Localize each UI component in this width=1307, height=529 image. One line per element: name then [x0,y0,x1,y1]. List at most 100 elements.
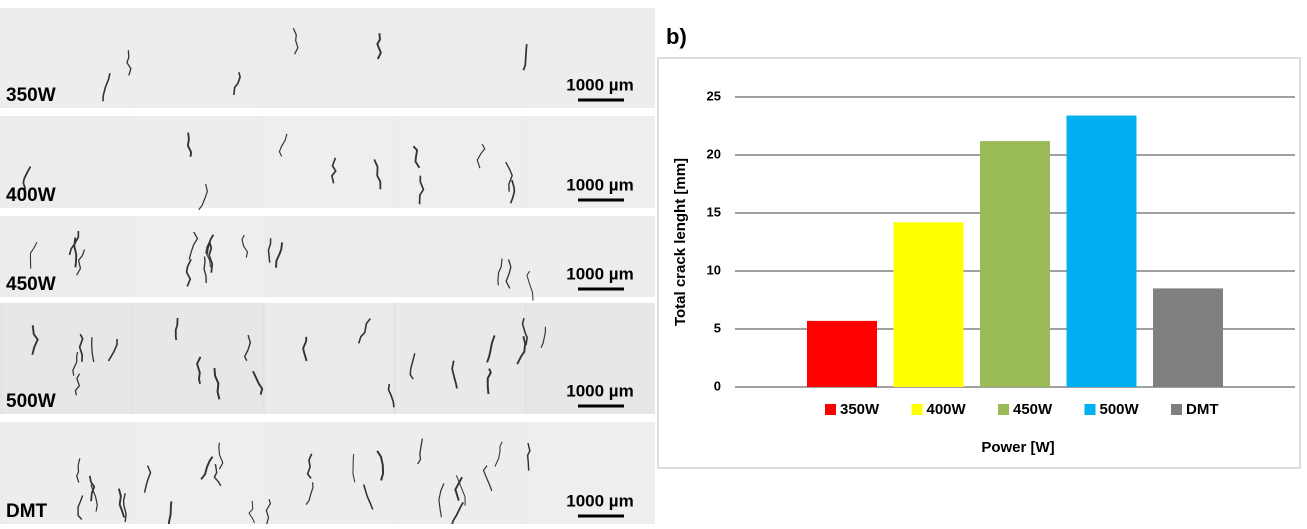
crack [76,458,81,483]
micrograph-tile [3,8,131,108]
crack [451,360,458,389]
crack [205,242,212,268]
crack [438,483,445,518]
crack [373,159,382,190]
legend-swatch [1171,404,1182,415]
crack [376,33,382,60]
legend-label: DMT [1186,401,1219,418]
y-axis-label: Total crack lenght [mm] [672,158,689,326]
x-axis-label: Power [W] [981,439,1054,456]
micrograph-tile [527,303,655,414]
crack [292,27,299,55]
bar [1153,288,1223,387]
crack [243,334,252,362]
crack [206,234,215,255]
micrograph-tile [265,116,393,208]
crack [185,258,192,287]
crack [267,238,272,263]
legend-swatch [911,404,923,415]
micrograph-tile [527,116,655,208]
bar [807,320,877,387]
crack [486,368,492,395]
micrograph-tile [3,216,131,297]
crack [72,351,79,376]
crack [143,465,152,493]
legend-label: 350W [840,401,880,418]
crack [278,133,288,157]
crack [505,259,512,289]
crack [198,183,208,211]
crack [122,493,127,523]
sample-label: 400W [6,185,56,206]
legend-label: 450W [1013,401,1053,418]
crack [418,175,425,205]
scale-bar-label: 1000 µm [566,491,633,510]
crack [482,465,493,492]
sample-label: 450W [6,274,56,295]
micrograph [0,8,655,108]
crack [186,132,193,157]
crack [476,143,486,169]
crack [412,145,421,169]
crack [241,234,249,258]
crack [76,249,86,276]
legend-label: 500W [1100,401,1140,418]
crack [357,318,371,344]
crack [196,356,202,385]
crack [521,317,528,346]
crack [117,488,126,518]
crack [233,72,241,96]
y-tick-label: 15 [707,204,721,219]
crack [497,258,503,286]
legend-swatch [998,404,1009,415]
crack [218,442,224,470]
micrograph-tile [396,216,524,297]
micrograph-tile [134,216,262,297]
crack [102,73,111,102]
micrograph-tile [134,8,262,108]
crack [516,336,527,365]
micrograph-tile [265,422,393,524]
crack [90,484,98,512]
y-tick-label: 5 [714,320,721,335]
crack [417,438,423,465]
bar [1066,115,1137,387]
sample-label: DMT [6,501,48,522]
crack [74,373,81,396]
crack [302,336,308,362]
crack [352,454,356,483]
micrograph-tile [134,303,262,414]
legend-swatch [825,404,836,415]
bar [893,222,964,387]
crack [213,463,222,487]
scale-bar-label: 1000 µm [566,75,633,94]
crack [203,256,207,284]
panel-label: b) [666,24,687,49]
crack [376,450,385,481]
crack [305,482,314,505]
crack [29,242,38,269]
micrograph-tile [265,303,393,414]
scale-bar-label: 1000 µm [566,264,633,283]
sample-label: 350W [6,85,56,106]
scale-bar-label: 1000 µm [566,381,633,400]
crack [509,179,516,204]
crack [213,367,221,400]
chart-frame [657,57,1301,469]
micrograph-tile [265,216,393,297]
crack [200,456,214,480]
crack [174,317,179,341]
micrograph-tile [527,216,655,297]
micrograph-tile [134,116,262,208]
crack [486,335,496,363]
micrograph-tile [3,422,131,524]
crack [31,325,39,355]
crack [540,326,547,348]
bar [980,141,1050,387]
micrograph [0,216,655,297]
micrograph-tile [396,116,524,208]
crack [188,231,199,260]
crack [505,161,513,192]
crack [526,442,531,471]
